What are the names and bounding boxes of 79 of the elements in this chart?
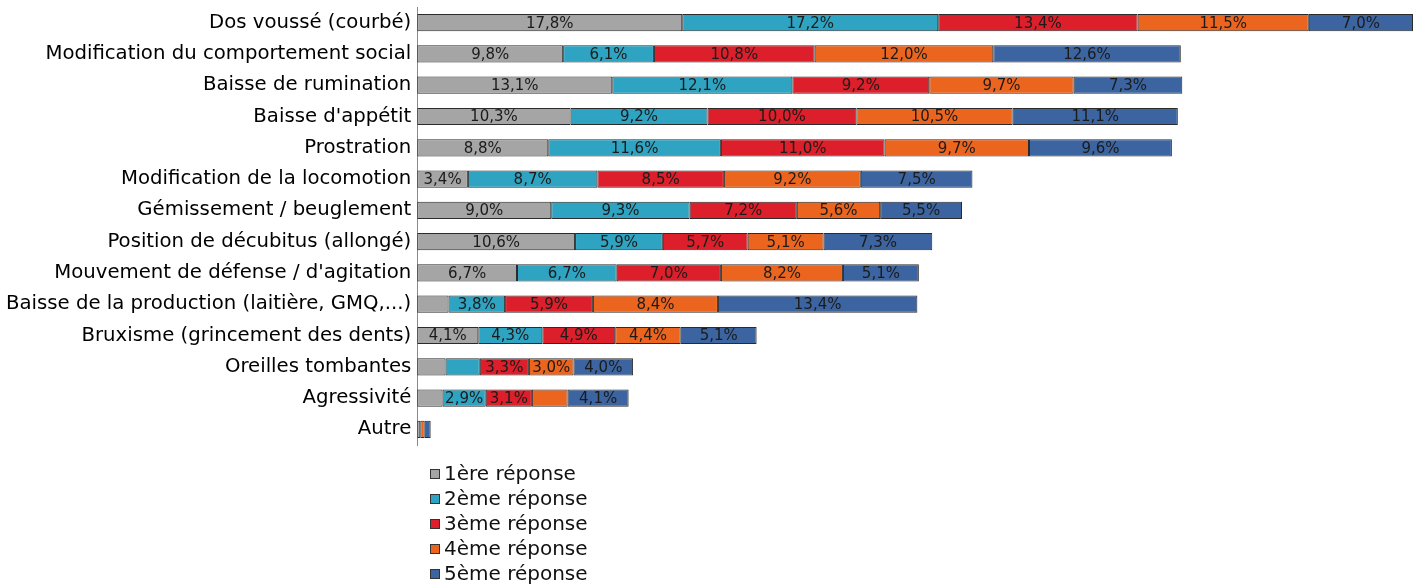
data-label: 4,1%: [579, 388, 618, 407]
data-label: 13,1%: [490, 76, 539, 95]
data-label: 10,3%: [470, 107, 518, 126]
data-label: 4,3%: [491, 326, 530, 345]
data-label: 17,2%: [786, 13, 835, 32]
legend-label: 5ème réponse: [444, 561, 588, 585]
data-label: 11,6%: [610, 138, 659, 157]
data-label: 3,0%: [532, 357, 571, 376]
data-label: 10,6%: [472, 232, 520, 251]
data-label: 3,4%: [423, 169, 462, 188]
data-label: 7,0%: [649, 263, 688, 282]
y-tick-label: Bruxisme (grincement des dents): [81, 322, 412, 346]
y-tick-label: Baisse de rumination: [203, 72, 412, 96]
data-label: 8,4%: [636, 295, 675, 314]
data-label: 9,2%: [841, 76, 880, 95]
data-label: 5,5%: [902, 201, 941, 220]
data-label: 10,8%: [710, 44, 759, 63]
data-label: 3,1%: [489, 388, 528, 407]
data-label: 5,1%: [861, 263, 900, 282]
data-label: 5,1%: [699, 326, 738, 345]
y-tick-label: Baisse de la production (laitière, GMQ,...): [5, 291, 412, 315]
data-label: 4,0%: [584, 357, 623, 376]
data-label: 12,0%: [880, 44, 928, 63]
data-label: 6,7%: [547, 263, 586, 282]
data-label: 7,3%: [1108, 76, 1148, 95]
y-tick-label: Gémissement / beuglement: [137, 197, 412, 221]
y-tick-label: Agressivité: [302, 385, 412, 409]
y-tick-label: Dos voussé (courbé): [209, 9, 412, 33]
data-label: 8,2%: [762, 263, 801, 282]
data-label: 13,4%: [793, 295, 842, 314]
y-tick-label: Mouvement de défense / d'agitation: [54, 260, 412, 284]
data-label: 9,8%: [471, 44, 510, 63]
legend-label: 4ème réponse: [444, 536, 588, 561]
data-label: 9,0%: [465, 201, 504, 220]
y-tick-label: Position de décubitus (allongé): [107, 228, 412, 252]
data-label: 8,8%: [463, 138, 502, 157]
data-label: 5,1%: [766, 232, 805, 251]
y-tick-label: Prostration: [304, 134, 412, 158]
data-label: 7,2%: [724, 201, 763, 220]
data-label: 11,1%: [1071, 107, 1120, 126]
data-label: 11,5%: [1199, 13, 1248, 32]
y-tick-label: Oreilles tombantes: [224, 353, 412, 377]
data-label: 11,0%: [778, 138, 827, 157]
data-label: 2,9%: [445, 388, 484, 407]
data-label: 9,2%: [773, 169, 812, 188]
data-label: 4,4%: [628, 326, 668, 345]
data-label: 5,6%: [819, 201, 858, 220]
y-tick-label: Modification de la locomotion: [121, 166, 412, 190]
legend-label: 3ème réponse: [444, 511, 588, 536]
data-label: 8,5%: [641, 169, 680, 188]
data-label: 3,8%: [457, 295, 496, 314]
data-label: 13,4%: [1014, 13, 1062, 32]
data-label: 7,5%: [897, 169, 936, 188]
y-tick-label: Baisse d'appétit: [253, 103, 412, 127]
data-label: 12,1%: [678, 76, 727, 95]
data-label: 8,7%: [513, 169, 552, 188]
data-label: 4,9%: [559, 326, 598, 345]
data-label: 9,7%: [937, 138, 976, 157]
y-tick-label: Autre: [357, 416, 412, 440]
y-tick-label: Modification du comportement social: [45, 41, 412, 65]
legend-label: 2ème réponse: [444, 486, 588, 511]
data-label: 17,8%: [525, 13, 574, 32]
data-label: 7,3%: [858, 232, 897, 251]
data-label: 6,1%: [589, 44, 628, 63]
data-label: 3,3%: [485, 357, 524, 376]
data-label: 4,1%: [428, 326, 467, 345]
data-label: 9,3%: [601, 201, 640, 220]
data-label: 10,0%: [758, 107, 806, 126]
legend-label: 1ère réponse: [444, 461, 576, 486]
data-label: 6,7%: [448, 263, 487, 282]
data-label: 5,9%: [529, 295, 569, 314]
data-label: 12,6%: [1063, 44, 1111, 63]
data-label: 9,7%: [982, 76, 1021, 95]
data-label: 10,5%: [910, 107, 959, 126]
data-label: 7,0%: [1341, 13, 1380, 32]
data-label: 9,2%: [620, 107, 659, 126]
data-label: 5,7%: [686, 232, 725, 251]
data-label: 5,9%: [599, 232, 639, 251]
data-label: 9,6%: [1081, 138, 1120, 157]
